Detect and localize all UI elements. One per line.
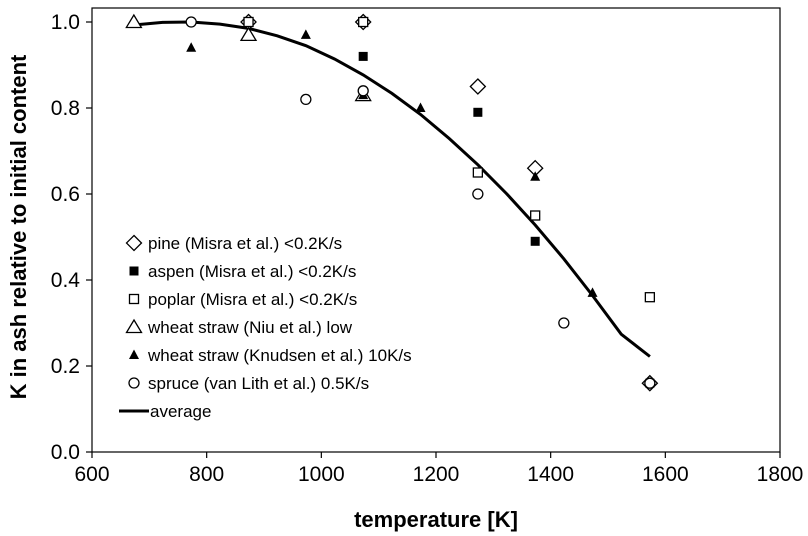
data-point-series-4 — [300, 29, 311, 39]
data-point-series-1 — [530, 236, 540, 246]
legend-marker-4 — [129, 349, 139, 359]
data-point-series-3 — [125, 13, 143, 29]
data-point-series-5 — [185, 16, 197, 28]
data-point-series-2 — [472, 167, 484, 178]
y-tick-label: 0.0 — [51, 441, 80, 464]
legend-label: spruce (van Lith et al.) 0.5K/s — [148, 374, 369, 393]
data-point-series-2 — [530, 210, 541, 221]
legend-label: poplar (Misra et al.) <0.2K/s — [148, 290, 357, 309]
data-point-series-1 — [473, 107, 483, 117]
data-point-series-5 — [644, 377, 656, 389]
data-point-series-5 — [558, 317, 570, 329]
legend-marker-3 — [125, 318, 143, 334]
legend-label: aspen (Misra et al.) <0.2K/s — [148, 262, 356, 281]
data-point-series-4 — [186, 42, 197, 52]
x-tick-label: 1000 — [298, 463, 345, 486]
data-point-series-2 — [243, 16, 254, 28]
y-tick-label: 0.8 — [51, 97, 80, 120]
x-tick-label: 600 — [74, 463, 109, 486]
data-marks — [125, 13, 659, 392]
legend-label: wheat straw (Niu et al.) low — [147, 318, 353, 337]
data-point-series-4 — [530, 171, 541, 181]
data-point-series-1 — [358, 51, 368, 61]
x-tick-label: 1200 — [413, 463, 460, 486]
x-tick-label: 1600 — [642, 463, 689, 486]
legend-marker-5 — [128, 377, 140, 389]
legend: pine (Misra et al.) <0.2K/s aspen (Misra … — [119, 234, 412, 421]
y-axis-title: K in ash relative to initial content — [6, 54, 31, 399]
y-tick-label: 0.6 — [51, 183, 80, 206]
data-point-series-5 — [472, 188, 484, 200]
legend-marker-0 — [125, 234, 143, 252]
legend-marker-2 — [128, 293, 140, 305]
legend-label: pine (Misra et al.) <0.2K/s — [148, 234, 342, 253]
legend-label: wheat straw (Knudsen et al.) 10K/s — [147, 346, 412, 365]
data-point-series-4 — [415, 102, 426, 112]
y-tick-label: 0.2 — [51, 355, 80, 378]
data-point-series-2 — [644, 292, 656, 303]
data-point-series-5 — [357, 85, 369, 97]
axes: 600 800 1000 1200 1400 1600 1800 0.0 0.2 0.4 0.6 0.… — [51, 11, 804, 486]
x-tick-label: 1400 — [527, 463, 574, 486]
data-point-series-4 — [587, 287, 598, 297]
data-point-series-3 — [239, 26, 258, 42]
data-point-series-5 — [300, 93, 312, 106]
legend-label: average — [150, 402, 211, 421]
y-tick-label: 0.4 — [51, 269, 81, 292]
x-axis-title: temperature [K] — [354, 507, 518, 532]
series-line-average — [133, 20, 651, 358]
data-point-series-2 — [358, 16, 369, 28]
data-point-series-0 — [469, 78, 487, 95]
x-tick-label: 1800 — [757, 463, 804, 486]
x-tick-label: 800 — [189, 463, 224, 486]
legend-marker-1 — [129, 266, 139, 276]
y-tick-label: 1.0 — [51, 11, 80, 34]
